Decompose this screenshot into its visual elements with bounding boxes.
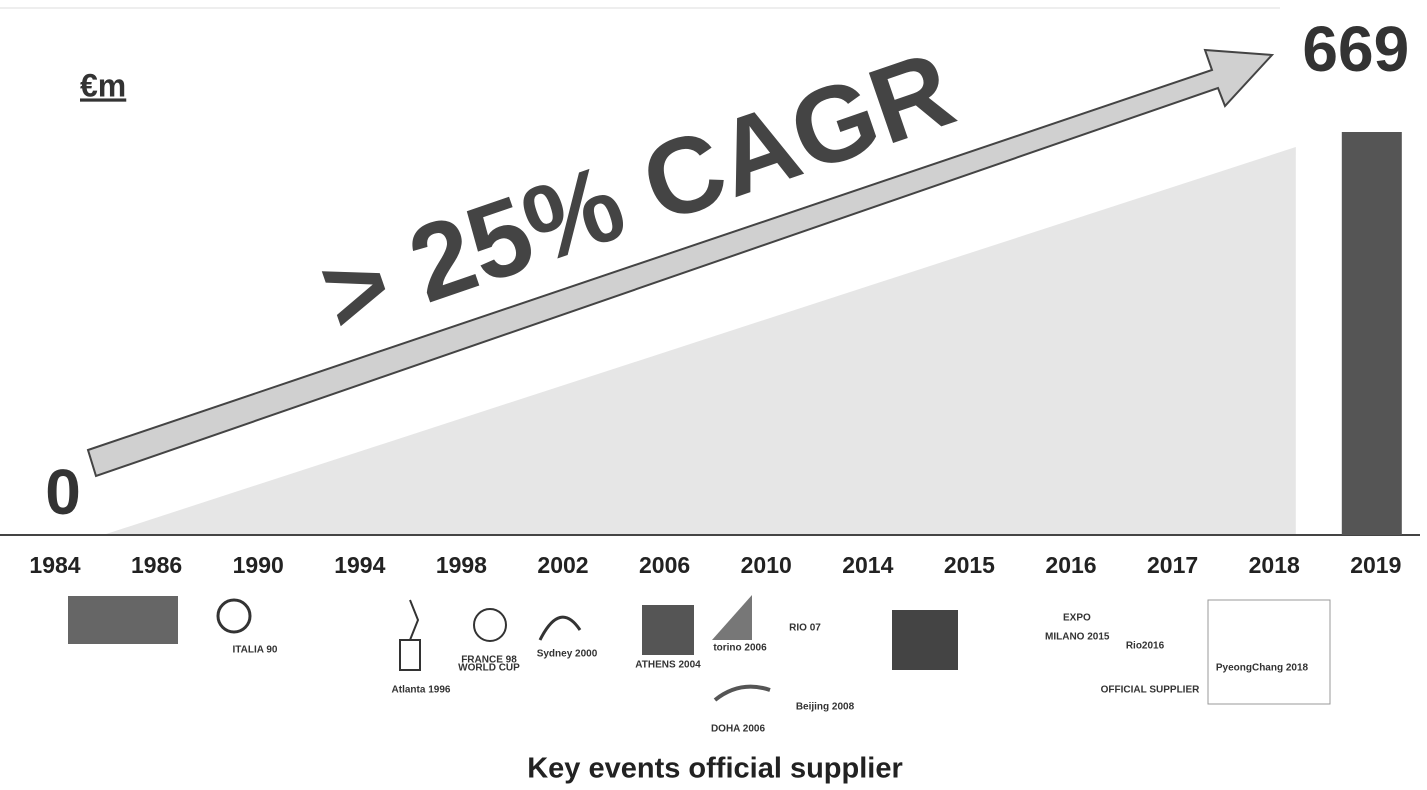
x-tick-label: 1984 xyxy=(29,552,80,578)
logo-text: Rio2016 xyxy=(1126,641,1165,652)
x-tick-label: 2014 xyxy=(842,552,893,578)
x-tick-label: 2017 xyxy=(1147,552,1198,578)
logo xyxy=(474,609,506,641)
x-tick-label: 2018 xyxy=(1249,552,1300,578)
bar xyxy=(1342,132,1402,535)
value-label: 0 xyxy=(45,456,81,528)
x-tick-label: 2019 xyxy=(1350,552,1401,578)
logo-text: DOHA 2006 xyxy=(711,724,766,735)
logo-text: torino 2006 xyxy=(713,643,767,654)
logo xyxy=(892,610,958,670)
x-tick-label: 1998 xyxy=(436,552,487,578)
x-tick-label: 1994 xyxy=(334,552,385,578)
logo-text: PyeongChang 2018 xyxy=(1216,663,1309,674)
logo-text: Beijing 2008 xyxy=(796,702,855,713)
x-tick-label: 1990 xyxy=(233,552,284,578)
logo xyxy=(400,600,420,670)
x-tick-label: 2002 xyxy=(537,552,588,578)
logo-text: ATHENS 2004 xyxy=(635,660,701,671)
x-tick-label: 2016 xyxy=(1045,552,1096,578)
logo-text: ITALIA 90 xyxy=(232,645,277,656)
x-tick-label: 2010 xyxy=(741,552,792,578)
logo xyxy=(68,596,178,644)
logo-text: Sydney 2000 xyxy=(537,649,598,660)
logo xyxy=(712,595,752,640)
unit-label: €m xyxy=(80,67,126,103)
logo xyxy=(218,600,250,632)
logo xyxy=(1208,600,1330,704)
logo xyxy=(642,605,694,655)
logo-text: Atlanta 1996 xyxy=(392,685,451,696)
chart: €m > 25% CAGR Key events official suppli… xyxy=(0,0,1427,790)
page: {"chart_data": {"type": "growth", "unit_… xyxy=(0,0,1427,790)
x-tick-label: 1986 xyxy=(131,552,182,578)
logo xyxy=(715,687,770,700)
logo-text: EXPO xyxy=(1063,613,1091,624)
footer: Key events official supplier xyxy=(527,753,903,785)
x-tick-label: 2006 xyxy=(639,552,690,578)
logo xyxy=(540,617,580,640)
logo-text: MILANO 2015 xyxy=(1045,632,1110,643)
logo-text: WORLD CUP xyxy=(458,663,520,674)
x-tick-label: 2015 xyxy=(944,552,995,578)
logo-text: OFFICIAL SUPPLIER xyxy=(1101,685,1200,696)
logo-text: RIO 07 xyxy=(789,623,821,634)
value-label: 669 xyxy=(1302,13,1409,85)
